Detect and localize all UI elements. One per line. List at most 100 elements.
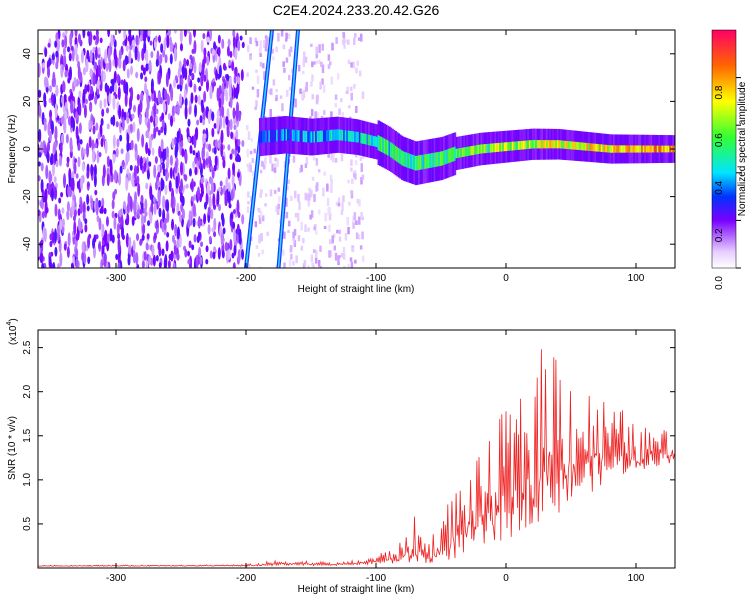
heatmap-cell bbox=[66, 156, 70, 164]
heatmap-cell bbox=[321, 64, 325, 74]
heatmap-cell bbox=[158, 207, 162, 218]
heatmap-cell bbox=[236, 81, 240, 95]
heatmap-cell bbox=[287, 34, 291, 39]
heatmap-cell bbox=[43, 121, 47, 132]
x-tick-label: -100 bbox=[366, 573, 386, 584]
heatmap-cell bbox=[116, 222, 120, 236]
heatmap-cell bbox=[347, 39, 350, 45]
heatmap-cell bbox=[210, 165, 214, 171]
heatmap-cell bbox=[311, 176, 315, 181]
ridge-cell bbox=[477, 144, 480, 155]
heatmap-cell bbox=[330, 179, 334, 185]
ridge-cell bbox=[416, 155, 419, 171]
ridge-cell bbox=[427, 153, 430, 169]
heatmap-cell bbox=[129, 123, 133, 133]
x-tick-label: 0 bbox=[503, 573, 509, 584]
ridge-cell bbox=[472, 145, 475, 155]
heatmap-cell bbox=[246, 149, 249, 158]
heatmap-cell bbox=[304, 224, 307, 232]
ridge-cell bbox=[530, 140, 533, 149]
ridge-cell bbox=[527, 140, 530, 149]
heatmap-cell bbox=[235, 129, 239, 140]
heatmap-cell bbox=[313, 61, 316, 65]
heatmap-cell bbox=[269, 189, 273, 197]
heatmap-cell bbox=[259, 40, 262, 50]
heatmap-cell bbox=[49, 85, 53, 93]
heatmap-cell bbox=[143, 207, 147, 214]
heatmap-cell bbox=[198, 246, 202, 258]
heatmap-cell bbox=[165, 240, 169, 252]
heatmap-cell bbox=[202, 118, 206, 126]
heatmap-cell bbox=[212, 251, 216, 260]
ridge-cell bbox=[511, 141, 514, 151]
heatmap-cell bbox=[315, 158, 319, 166]
heatmap-cell bbox=[38, 128, 42, 143]
ridge-cell bbox=[630, 145, 633, 153]
heatmap-cell bbox=[100, 56, 104, 70]
heatmap-cell bbox=[183, 30, 187, 38]
heatmap-cell bbox=[192, 149, 196, 156]
ridge-cell bbox=[480, 144, 483, 154]
heatmap-cell bbox=[359, 157, 363, 161]
heatmap-cell bbox=[354, 33, 357, 38]
heatmap-cell bbox=[188, 168, 192, 177]
heatmap-cell bbox=[199, 256, 203, 265]
heatmap-cell bbox=[344, 39, 347, 44]
heatmap-cell bbox=[234, 66, 238, 77]
heatmap-cell bbox=[148, 161, 152, 167]
heatmap-cell bbox=[184, 248, 188, 258]
heatmap-cell bbox=[213, 146, 217, 155]
ridge-cell bbox=[335, 129, 338, 141]
heatmap-cell bbox=[249, 37, 252, 45]
heatmap-cell bbox=[83, 148, 87, 155]
heatmap-cell bbox=[157, 180, 161, 187]
heatmap-cell bbox=[38, 209, 41, 217]
heatmap-cell bbox=[208, 235, 212, 243]
heatmap-cell bbox=[168, 253, 172, 261]
heatmap-cell bbox=[217, 34, 221, 44]
heatmap-cell bbox=[197, 186, 201, 201]
heatmap-cell bbox=[354, 259, 357, 264]
heatmap-cell bbox=[141, 260, 145, 268]
heatmap-cell bbox=[229, 153, 233, 160]
x-tick-label: -100 bbox=[366, 273, 386, 284]
ridge-cell bbox=[418, 155, 421, 171]
x-tick-label: -200 bbox=[236, 273, 256, 284]
heatmap-cell bbox=[195, 126, 199, 141]
heatmap-cell bbox=[348, 105, 351, 109]
heatmap-cell bbox=[62, 80, 66, 93]
heatmap-cell bbox=[302, 89, 306, 99]
heatmap-cell bbox=[147, 220, 151, 227]
heatmap-cell bbox=[230, 131, 234, 140]
heatmap-cell bbox=[259, 169, 263, 174]
ridge-cell bbox=[360, 132, 363, 144]
heatmap-cell bbox=[320, 115, 324, 120]
ridge-cell bbox=[366, 134, 369, 145]
heatmap-cell bbox=[352, 215, 355, 223]
heatmap-cell bbox=[164, 253, 168, 268]
heatmap-cell bbox=[241, 139, 245, 147]
colorbar-gradient bbox=[711, 29, 737, 269]
heatmap-cell bbox=[133, 104, 137, 113]
heatmap-cell bbox=[228, 76, 232, 89]
heatmap-cell bbox=[63, 93, 67, 101]
heatmap-cell bbox=[101, 240, 105, 246]
heatmap-cell bbox=[161, 248, 165, 256]
heatmap-cell bbox=[232, 30, 236, 38]
ridge-cell bbox=[333, 129, 337, 141]
ridge-cell bbox=[262, 130, 265, 143]
ridge-cell bbox=[667, 145, 670, 153]
heatmap-cell bbox=[205, 78, 209, 92]
heatmap-cell bbox=[342, 195, 345, 203]
ridge-cell bbox=[611, 145, 614, 153]
heatmap-cell bbox=[263, 159, 267, 165]
heatmap-cell bbox=[315, 182, 319, 191]
snr-y-multiplier-exp: 4 bbox=[6, 322, 13, 326]
heatmap-cell bbox=[247, 201, 250, 205]
heatmap-cell bbox=[259, 210, 263, 219]
heatmap-cell bbox=[61, 64, 65, 70]
heatmap-cell bbox=[68, 52, 72, 62]
heatmap-cell bbox=[314, 230, 318, 235]
ridge-cell bbox=[658, 145, 661, 153]
ridge-cell bbox=[432, 152, 435, 168]
